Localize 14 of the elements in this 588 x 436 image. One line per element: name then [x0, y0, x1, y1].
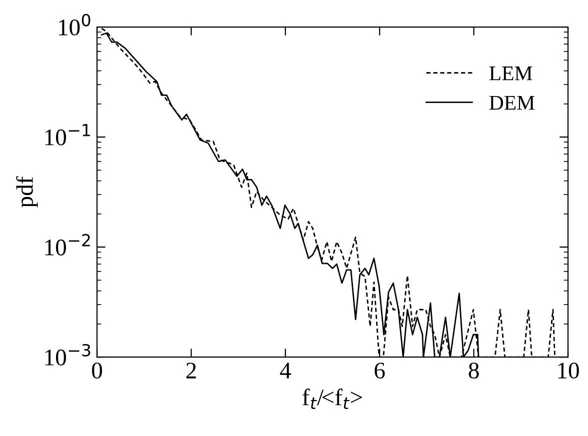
x-tick-label: 8	[468, 362, 479, 379]
x-tick-label: 6	[374, 362, 385, 379]
x-tick-label: 0	[92, 362, 102, 379]
y-axis-title: pdf	[16, 176, 38, 208]
legend-label: DEM	[489, 96, 535, 110]
y-tick-label: 10$^{−2}$	[45, 234, 90, 256]
x-tick-label: 10	[558, 362, 579, 379]
x-axis-title: f$_{t}$/<f$_{t}$>	[302, 388, 362, 410]
x-tick-label: 4	[280, 362, 291, 378]
y-tick-label: 10$^{−3}$	[45, 344, 90, 366]
x-tick-label: 2	[186, 362, 196, 378]
y-tick-label: 10$^{−1}$	[45, 124, 90, 146]
y-tick-label: 10$^{0}$	[59, 14, 90, 36]
legend-label: LEM	[489, 66, 532, 80]
